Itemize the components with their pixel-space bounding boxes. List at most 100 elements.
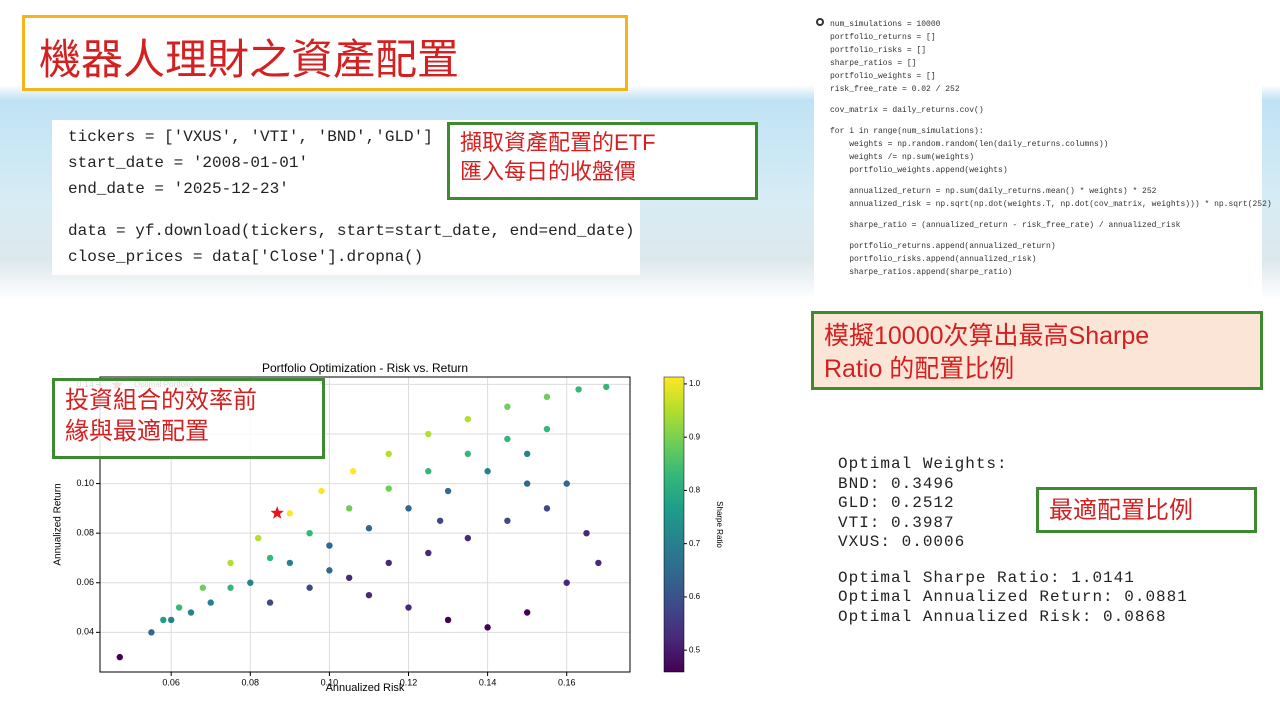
code-block: num_simulations = 10000 portfolio_returns… [814, 14, 1272, 310]
colorbar-tick-label: 0.7 [689, 539, 701, 548]
point [349, 468, 357, 475]
text-line: Optimal Annualized Return: 0.0881 [838, 588, 1188, 606]
point [563, 579, 570, 586]
text-line: 緣與最適配置 [65, 418, 209, 446]
text-line: portfolio_weights = [] [830, 72, 936, 81]
text-line: Optimal Annualized Risk: 0.0868 [838, 607, 1167, 626]
note: 最適配置比例 [1036, 487, 1257, 533]
point [523, 450, 531, 458]
text-line: close_prices = data['Close'].dropna() [68, 248, 424, 266]
point [207, 599, 214, 606]
point [464, 415, 472, 423]
text-line: weights = np.random.random(len(daily_ret… [830, 140, 1109, 149]
note: 投資組合的效率前 緣與最適配置 [52, 378, 325, 459]
point [444, 487, 452, 495]
point [199, 584, 207, 591]
text-line: start_date = '2008-01-01' [68, 154, 309, 172]
text-line: 匯入每日的收盤價 [460, 158, 637, 184]
point [175, 604, 183, 611]
point [595, 559, 602, 567]
colorbar-tick-label: 0.6 [689, 592, 701, 601]
point [255, 534, 262, 542]
text-line: 投資組合的效率前 [65, 387, 257, 414]
point [326, 567, 333, 574]
point [543, 505, 551, 512]
x-tick-label: 0.08 [242, 677, 260, 687]
point [365, 525, 373, 532]
point [227, 559, 234, 567]
text-line: Ratio 的配置比例 [824, 354, 1015, 383]
text-block: Optimal Sharpe Ratio: 1.0141 Optimal Annu… [838, 569, 1252, 628]
point [563, 480, 570, 487]
point [405, 505, 412, 512]
text-block: data = yf.download(tickers, start=start_… [68, 218, 635, 270]
text-line: BND: 0.3496 [838, 474, 955, 493]
x-axis-label: Annualized Risk [326, 682, 405, 694]
y-tick-label: 0.06 [76, 577, 94, 587]
point [543, 425, 551, 433]
text-line: sharpe_ratio = (annualized_return - risk… [830, 221, 1181, 230]
point [160, 616, 167, 624]
plot-frame [99, 376, 631, 673]
results-block: Optimal Weights: BND: 0.3496 GLD: 0.2512 VT… [828, 455, 1262, 626]
point [326, 542, 333, 549]
colorbar-tick-label: 0.5 [689, 645, 701, 654]
text-line: tickers = ['VXUS', 'VTI', 'BND','GLD'] [68, 128, 433, 146]
point [464, 534, 472, 542]
chart-title: Portfolio Optimization - Risk vs. Return [262, 361, 468, 375]
text-line: data = yf.download(tickers, start=start_… [68, 222, 635, 240]
text-block: tickers = ['VXUS', 'VTI', 'BND','GLD'] st… [68, 124, 624, 202]
note: 模擬10000次算出最高Sharpe Ratio 的配置比例 [811, 311, 1263, 390]
text-block: num_simulations = 10000 portfolio_returns… [830, 18, 1262, 96]
point [306, 584, 313, 591]
x-tick-label: 0.06 [162, 677, 180, 687]
point [436, 517, 444, 524]
point [575, 386, 582, 393]
point [116, 653, 123, 661]
text-line: num_simulations = 10000 [830, 20, 941, 29]
point [365, 591, 373, 599]
run-icon [816, 18, 824, 26]
text-line: portfolio_returns.append(annualized_retu… [830, 242, 1056, 251]
colorbar-tick-label: 0.9 [689, 432, 701, 441]
text-line: Optimal Weights: [838, 455, 1008, 473]
y-axis-label: Annualized Return [53, 483, 64, 565]
point [266, 599, 274, 606]
point [425, 549, 432, 557]
text-line: 模擬10000次算出最高Sharpe [824, 322, 1150, 350]
slide-title: 機器人理財之資產配置 [22, 15, 628, 91]
point [345, 505, 353, 512]
x-tick-label: 0.12 [400, 677, 418, 687]
text-block: for i in range(num_simulations): weights… [830, 125, 1262, 177]
colorbar-label: Sharpe Ratio [715, 501, 724, 548]
point [425, 468, 432, 475]
point [286, 559, 294, 567]
y-tick-label: 0.08 [76, 528, 94, 538]
point [464, 450, 472, 458]
y-tick-label: 0.10 [76, 478, 94, 488]
point [444, 616, 452, 624]
point [523, 480, 531, 487]
x-tick-label: 0.14 [479, 677, 497, 687]
point [227, 584, 234, 591]
point [385, 559, 392, 567]
x-tick-label: 0.10 [321, 677, 339, 687]
point [148, 629, 155, 636]
text-line: sharpe_ratios = [] [830, 59, 917, 68]
point [286, 510, 294, 517]
point [266, 554, 274, 562]
point [484, 624, 491, 631]
colorbar [663, 376, 685, 673]
point [385, 450, 392, 458]
text-line: sharpe_ratios.append(sharpe_ratio) [830, 268, 1013, 277]
text-line: weights /= np.sum(weights) [830, 153, 975, 162]
point [318, 487, 325, 495]
point [385, 485, 392, 492]
y-tick-label: 0.04 [76, 627, 94, 637]
point [405, 604, 412, 611]
point [543, 393, 551, 401]
text-line: for i in range(num_simulations): [830, 127, 984, 136]
text-line: cov_matrix = daily_returns.cov() [830, 106, 984, 115]
text-line: 擷取資產配置的ETF [460, 130, 656, 155]
